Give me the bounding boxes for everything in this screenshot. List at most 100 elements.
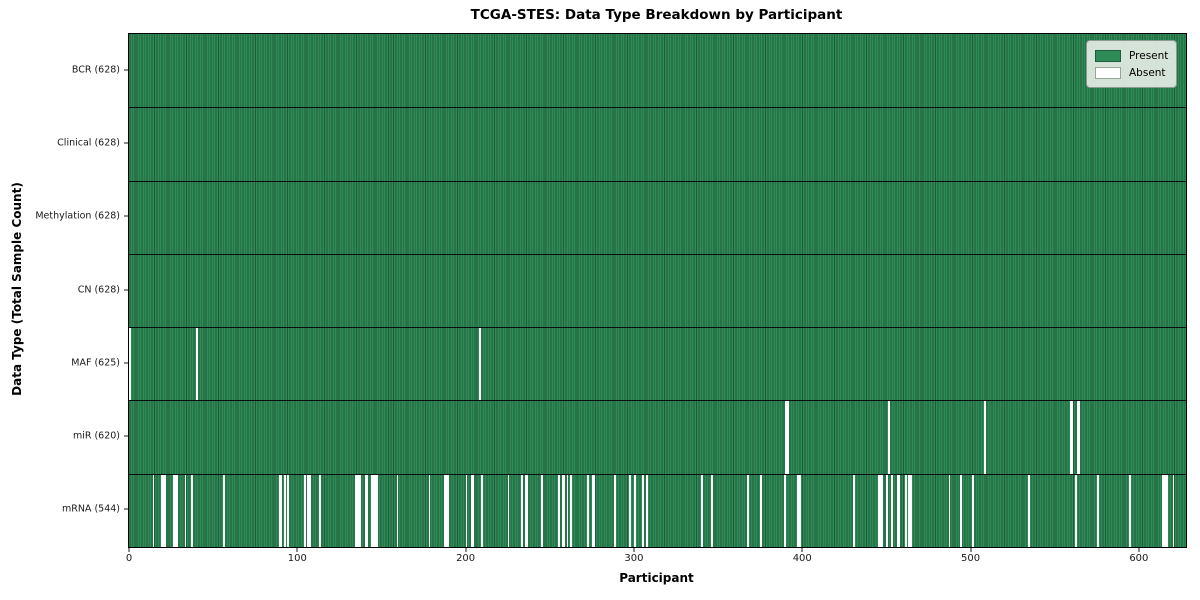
absent-cell bbox=[566, 473, 569, 547]
absent-cell bbox=[960, 473, 963, 547]
absent-cell bbox=[184, 473, 187, 547]
absent-cell bbox=[613, 473, 616, 547]
absent-cell bbox=[445, 473, 448, 547]
absent-cell bbox=[465, 473, 468, 547]
absent-cell bbox=[1069, 400, 1072, 474]
absent-cell bbox=[881, 473, 884, 547]
absent-cell bbox=[563, 473, 566, 547]
absent-cell bbox=[287, 473, 289, 547]
absent-cell bbox=[896, 473, 899, 547]
absent-cell bbox=[196, 327, 199, 401]
absent-cell bbox=[798, 473, 801, 547]
x-tick-mark bbox=[801, 547, 803, 552]
absent-cell bbox=[909, 473, 912, 547]
absent-cell bbox=[760, 473, 762, 547]
absent-cell bbox=[558, 473, 560, 547]
absent-cell bbox=[1076, 400, 1079, 474]
row-separator bbox=[129, 180, 1186, 182]
row-separator bbox=[129, 327, 1186, 329]
present-swatch bbox=[1095, 49, 1121, 62]
absent-cell bbox=[1071, 400, 1074, 474]
absent-cell bbox=[908, 473, 911, 547]
absent-cell bbox=[371, 473, 374, 547]
x-tick-label: 500 bbox=[961, 553, 981, 564]
x-tick-mark bbox=[465, 547, 467, 552]
x-tick-mark bbox=[633, 547, 635, 552]
absent-cell bbox=[174, 473, 177, 547]
absent-cell bbox=[852, 473, 855, 547]
row-separator bbox=[129, 473, 1186, 475]
absent-cell bbox=[470, 473, 473, 547]
absent-cell bbox=[785, 400, 788, 474]
absent-cell bbox=[319, 473, 321, 547]
y-tick-label: miR (620) bbox=[72, 430, 120, 442]
absent-cell bbox=[886, 473, 889, 547]
absent-cell bbox=[283, 473, 286, 547]
absent-cell bbox=[447, 473, 449, 547]
legend-item-absent: Absent bbox=[1095, 64, 1168, 81]
plot-area: Present Absent bbox=[128, 33, 1187, 548]
absent-cell bbox=[526, 473, 528, 547]
absent-cell bbox=[783, 473, 786, 547]
absent-cell bbox=[1164, 473, 1166, 547]
row-separator bbox=[129, 253, 1186, 255]
absent-cell bbox=[1172, 473, 1175, 547]
legend-item-present: Present bbox=[1095, 47, 1168, 64]
y-tick-label: BCR (628) bbox=[71, 64, 120, 76]
legend-label-absent: Absent bbox=[1129, 66, 1166, 79]
absent-cell bbox=[374, 473, 377, 547]
x-tick-label: 100 bbox=[287, 553, 307, 564]
absent-cell bbox=[162, 473, 165, 547]
legend: Present Absent bbox=[1086, 40, 1177, 88]
absent-cell bbox=[891, 473, 894, 547]
absent-cell bbox=[1096, 473, 1099, 547]
absent-cell bbox=[160, 473, 163, 547]
x-tick-label: 300 bbox=[624, 553, 644, 564]
absent-cell bbox=[633, 473, 636, 547]
absent-cell bbox=[172, 473, 175, 547]
absent-cell bbox=[645, 473, 648, 547]
absent-cell bbox=[1074, 473, 1077, 547]
absent-cell bbox=[521, 473, 523, 547]
absent-cell bbox=[569, 473, 572, 547]
x-tick-mark bbox=[296, 547, 298, 552]
absent-cell bbox=[1162, 473, 1165, 547]
x-tick-mark bbox=[1138, 547, 1140, 552]
absent-cell bbox=[278, 473, 281, 547]
absent-cell bbox=[280, 473, 283, 547]
absent-cell bbox=[191, 473, 194, 547]
absent-cell bbox=[1027, 473, 1030, 547]
absent-cell bbox=[586, 473, 589, 547]
absent-cell bbox=[356, 473, 359, 547]
absent-cell bbox=[593, 473, 596, 547]
absent-cell bbox=[561, 473, 564, 547]
absent-cell bbox=[364, 473, 367, 547]
absent-cell bbox=[373, 473, 375, 547]
absent-cell bbox=[354, 473, 357, 547]
absent-cell bbox=[972, 473, 975, 547]
chart-title: TCGA-STES: Data Type Breakdown by Partic… bbox=[470, 7, 843, 23]
absent-cell bbox=[701, 473, 704, 547]
row-separator bbox=[129, 107, 1186, 109]
absent-cell bbox=[472, 473, 475, 547]
absent-cell bbox=[1078, 400, 1081, 474]
absent-cell bbox=[307, 473, 310, 547]
absent-cell bbox=[357, 473, 360, 547]
absent-cell bbox=[591, 473, 594, 547]
absent-cell bbox=[480, 473, 483, 547]
absent-cell bbox=[879, 473, 882, 547]
absent-cell bbox=[359, 473, 362, 547]
x-tick-mark bbox=[970, 547, 972, 552]
absent-cell bbox=[746, 473, 749, 547]
absent-cell bbox=[642, 473, 645, 547]
absent-cell bbox=[984, 400, 986, 474]
absent-cell bbox=[797, 473, 799, 547]
absent-cell bbox=[711, 473, 714, 547]
absent-cell bbox=[1165, 473, 1168, 547]
absent-cell bbox=[223, 473, 226, 547]
row-separator bbox=[129, 400, 1186, 402]
absent-cell bbox=[479, 327, 481, 401]
absent-cell bbox=[541, 473, 544, 547]
absent-cell bbox=[904, 473, 907, 547]
